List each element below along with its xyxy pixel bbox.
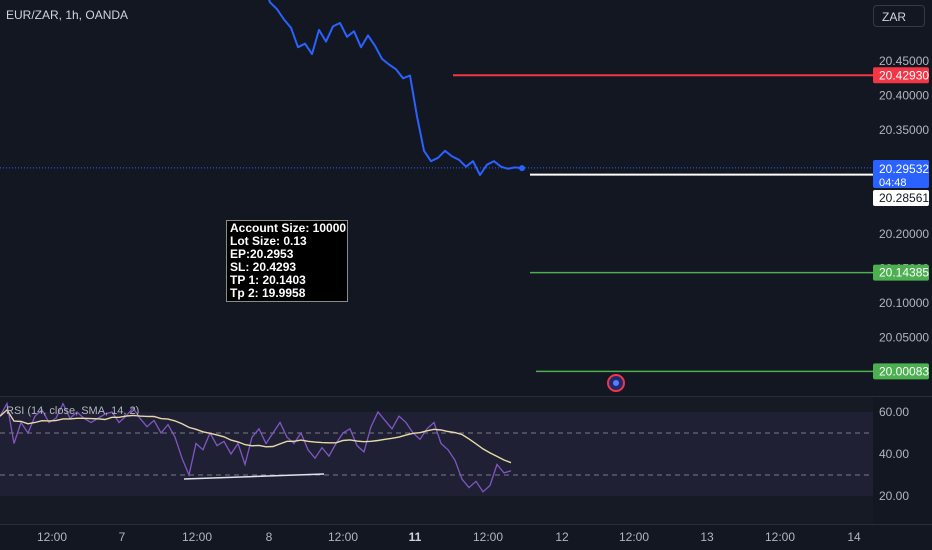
time-axis-label: 12:00 <box>328 530 358 544</box>
time-axis-label: 12 <box>555 530 569 544</box>
info-take-profit-2: Tp 2: 19.9958 <box>230 286 306 300</box>
time-axis-label: 11 <box>409 530 422 544</box>
symbol-title[interactable]: EUR/ZAR, 1h, OANDA <box>6 8 129 22</box>
entry-badge-bg <box>873 190 929 206</box>
time-axis-label: 12:00 <box>765 530 795 544</box>
take-profit-1-badge-bg <box>873 264 929 281</box>
rsi-trendline <box>183 473 325 480</box>
time-axis-label: 8 <box>266 530 273 544</box>
event-marker-icon-dot <box>613 380 619 386</box>
info-take-profit-1: TP 1: 20.1403 <box>230 273 306 287</box>
rsi-indicator-label[interactable]: RSI (14, close, SMA, 14, 2) <box>6 405 140 417</box>
price-axis-tick: 20.40000 <box>879 89 929 103</box>
time-axis-label: 12:00 <box>473 530 503 544</box>
info-entry-price: EP:20.2953 <box>230 247 294 261</box>
info-account-size: Account Size: 10000 <box>230 221 347 235</box>
entry-badge: 20.28561 <box>879 191 929 205</box>
rsi-sma-line <box>0 408 512 464</box>
take-profit-1-badge: 20.14385 <box>879 266 929 280</box>
take-profit-2-badge-bg <box>873 363 929 380</box>
rsi-axis-tick: 60.00 <box>879 405 909 419</box>
time-axis-label: 14 <box>847 530 861 544</box>
info-lot-size: Lot Size: 0.13 <box>230 234 307 248</box>
rsi-band <box>0 412 873 496</box>
take-profit-2-badge: 20.00083 <box>879 364 929 378</box>
price-axis-tick: 20.05000 <box>879 330 929 344</box>
price-series-line <box>268 0 523 176</box>
time-axis-label: 12:00 <box>37 530 67 544</box>
time-axis-label: 12:00 <box>619 530 649 544</box>
current-price-badge: 20.29532 <box>879 162 929 176</box>
info-stop-loss: SL: 20.4293 <box>230 260 297 274</box>
price-axis-tick: 20.35000 <box>879 123 929 137</box>
time-axis-label: 12:00 <box>182 530 212 544</box>
rsi-axis-tick: 40.00 <box>879 447 909 461</box>
stop-loss-badge: 20.42930 <box>879 68 929 82</box>
price-axis-tick: 20.10000 <box>879 296 929 310</box>
currency-button[interactable]: ZAR <box>873 5 925 27</box>
last-price-dot <box>519 165 525 172</box>
rsi-axis-tick: 20.00 <box>879 489 909 503</box>
position-info-box: Account Size: 10000 Lot Size: 0.13 EP:20… <box>226 220 348 302</box>
countdown-timer: 04:48 <box>879 177 907 189</box>
price-axis-tick: 20.20000 <box>879 227 929 241</box>
current-price-badge-bg <box>873 160 929 188</box>
rsi-pane <box>0 396 873 524</box>
time-axis-label: 13 <box>700 530 714 544</box>
stop-loss-badge-bg <box>873 67 929 84</box>
time-axis-label: 7 <box>119 530 126 544</box>
price-axis-tick: 20.45000 <box>879 54 929 68</box>
